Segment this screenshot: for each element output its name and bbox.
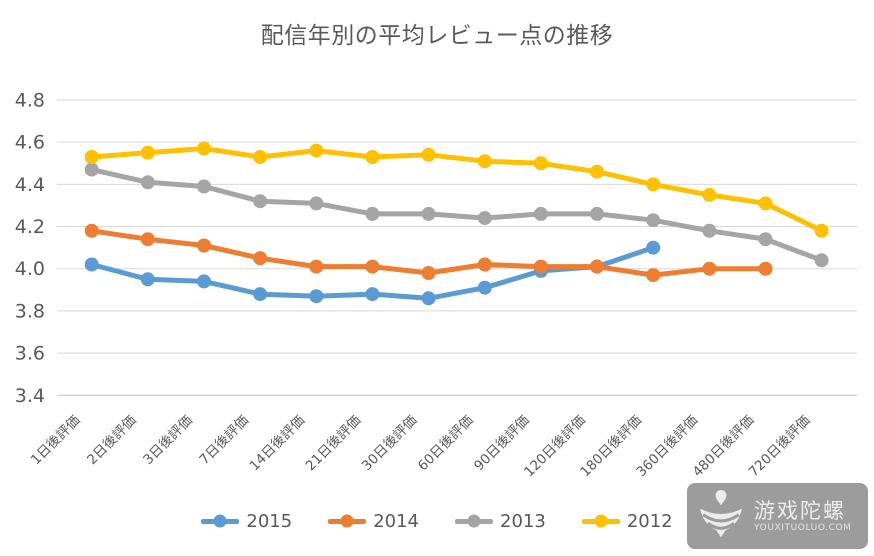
data-point-2013 [421,206,436,221]
data-point-2013 [309,196,324,211]
y-tick-label: 3.8 [15,300,45,322]
data-point-2012 [84,150,99,164]
y-tick-label: 4.4 [15,174,45,196]
x-tick-label: 7日後評価 [196,413,252,469]
data-point-2012 [309,143,324,158]
data-point-2015 [421,291,436,306]
data-point-2015 [646,240,661,255]
legend-item-2013: 2013 [455,511,546,532]
data-point-2012 [646,177,661,192]
legend-item-2014: 2014 [328,511,419,532]
data-point-2013 [140,175,155,190]
spinning-top-logo-icon [697,490,745,542]
legend-marker-icon [328,514,367,528]
data-point-2012 [814,223,829,238]
data-point-2013 [702,223,717,238]
legend-dot-icon [213,514,227,528]
data-point-2012 [590,164,604,179]
data-point-2013 [253,194,268,209]
data-point-2013 [590,206,604,221]
watermark-brand: 游戏陀螺 [754,498,846,523]
data-point-2014 [253,251,268,266]
data-point-2015 [309,289,324,304]
legend-marker-icon [455,514,493,528]
legend-item-2012: 2012 [581,510,673,532]
x-tick-label: 2日後評価 [84,413,140,469]
data-point-2015 [365,287,380,302]
data-point-2014 [758,261,773,276]
data-point-2014 [309,259,324,274]
data-point-2014 [702,261,717,276]
data-point-2014 [533,259,548,274]
data-point-2015 [477,280,492,295]
legend-label: 2013 [500,510,546,532]
data-point-2014 [590,259,604,274]
data-point-2012 [197,141,211,156]
data-point-2015 [140,272,155,287]
x-tick-label: 30日後評価 [359,413,421,475]
data-point-2012 [140,145,155,160]
y-tick-label: 4.0 [15,258,45,280]
series-line-2012 [89,146,825,234]
y-tick-label: 3.6 [15,343,45,365]
watermark-domain: YOUXITUOLUO.COM [754,522,852,533]
data-point-2012 [758,196,773,211]
data-point-2013 [814,253,829,268]
data-point-2012 [477,154,492,169]
x-tick-label: 21日後評価 [303,413,365,475]
legend-label: 2014 [373,510,419,532]
legend-dot-icon [467,514,481,528]
chart-title: 配信年別の平均レビュー点の推移 [260,23,614,49]
data-point-2012 [421,147,436,162]
data-point-2012 [365,150,380,164]
legend-marker-icon [201,514,240,528]
legend-dot-icon [340,514,354,528]
watermark-badge: 游戏陀螺 YOUXITUOLUO.COM [687,483,868,549]
data-point-2014 [646,268,661,283]
data-point-2014 [140,232,155,247]
y-tick-label: 4.8 [15,90,45,112]
x-tick-label: 3日後評価 [140,413,196,469]
y-tick-label: 3.4 [15,385,45,407]
x-tick-label: 14日後評価 [246,413,308,475]
data-point-2013 [84,162,99,177]
data-point-2013 [533,206,548,221]
data-point-2012 [533,156,548,171]
legend-item-2015: 2015 [201,511,292,532]
legend-marker-icon [581,514,620,528]
y-tick-label: 4.6 [15,132,45,154]
legend-label: 2015 [246,510,293,532]
legend-label: 2012 [626,510,673,532]
data-point-2012 [253,150,268,164]
data-point-2015 [253,287,268,302]
x-tick-label: 1日後評価 [28,413,84,469]
data-point-2013 [646,213,661,228]
data-point-2014 [365,259,380,274]
data-point-2015 [84,257,99,272]
data-point-2014 [421,266,436,280]
x-tick-label: 90日後評価 [471,413,533,475]
data-point-2013 [758,232,773,247]
data-point-2015 [197,274,211,289]
y-tick-label: 4.2 [15,216,45,238]
data-point-2013 [365,206,380,221]
data-point-2013 [197,179,211,194]
data-point-2013 [477,211,492,226]
data-point-2014 [477,257,492,272]
data-point-2014 [197,238,211,253]
data-point-2012 [702,187,717,202]
chart-legend: 2015 2014 2013 2012 [0,506,874,536]
legend-dot-icon [594,514,608,528]
x-tick-label: 60日後評価 [415,413,477,475]
watermark-text: 游戏陀螺 YOUXITUOLUO.COM [754,499,852,533]
series-line-2013 [89,167,825,263]
data-point-2014 [84,223,99,238]
